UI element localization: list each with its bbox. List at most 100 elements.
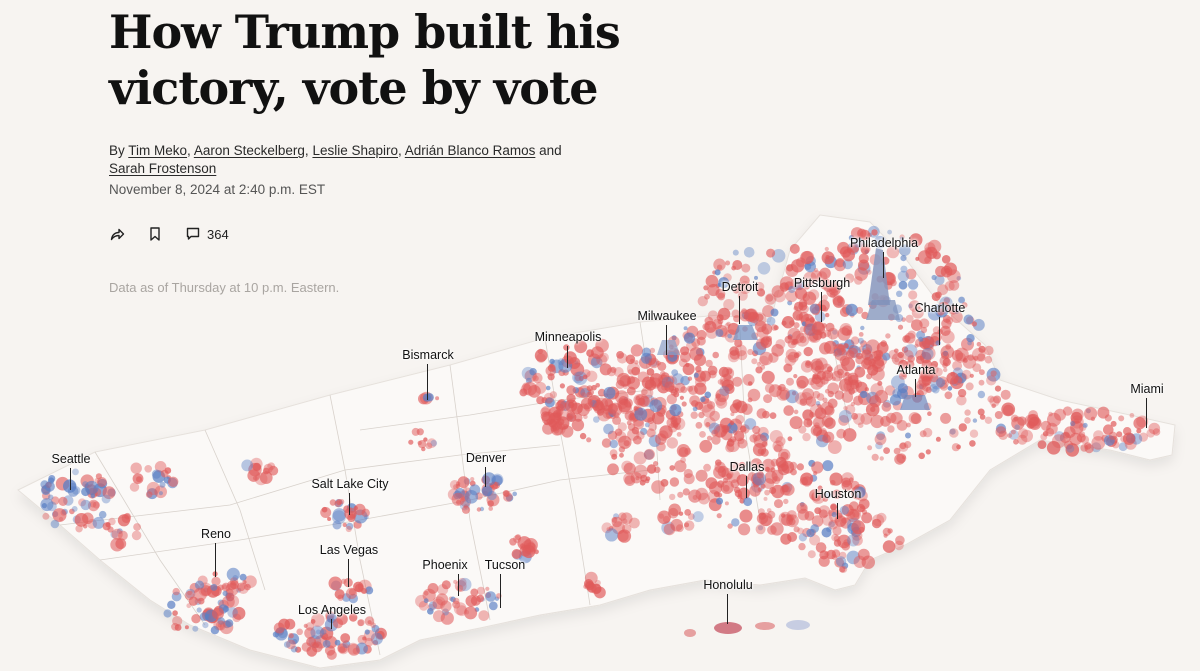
vote-dot [210, 583, 218, 591]
city-label-miami: Miami [1130, 382, 1164, 396]
vote-dot [799, 326, 807, 333]
vote-dot [549, 391, 558, 399]
vote-dot [771, 324, 778, 331]
vote-dot [614, 428, 623, 436]
vote-dot [929, 384, 938, 393]
vote-dot [567, 415, 573, 421]
vote-dot [1028, 410, 1039, 421]
vote-dot [342, 522, 347, 528]
vote-dot [838, 415, 849, 426]
vote-dot [737, 350, 748, 361]
city-label-las-vegas: Las Vegas [319, 543, 379, 557]
vote-dot [58, 496, 68, 506]
vote-dot [869, 395, 882, 408]
vote-dot [830, 504, 837, 511]
vote-dot [767, 525, 777, 535]
vote-dot [453, 579, 458, 584]
vote-dot [811, 461, 824, 474]
vote-dot [546, 418, 553, 425]
vote-dot [1152, 428, 1161, 436]
vote-dot [705, 422, 711, 427]
vote-dot [597, 408, 611, 422]
share-button[interactable] [109, 224, 125, 244]
city-leader-seattle [70, 468, 72, 490]
vote-dot [193, 587, 207, 602]
comments-button[interactable]: 364 [185, 224, 229, 244]
vote-dot [1048, 411, 1053, 417]
vote-dot [956, 276, 962, 281]
city-label-pittsburgh: Pittsburgh [793, 276, 851, 290]
vote-dot [726, 473, 732, 479]
vote-dot [222, 590, 228, 597]
vote-dot [488, 601, 498, 611]
vote-dot [731, 518, 740, 527]
vote-dot [464, 490, 479, 504]
author-link-leslie-shapiro[interactable]: Leslie Shapiro [312, 143, 398, 158]
vote-dot [1062, 406, 1073, 416]
vote-dot [1018, 428, 1029, 439]
vote-dot [871, 229, 878, 236]
vote-dot [766, 508, 772, 513]
vote-dot [107, 526, 114, 533]
author-link-aaron-steckelberg[interactable]: Aaron Steckelberg [193, 143, 305, 158]
vote-dot [130, 462, 142, 474]
city-leader-houston [837, 503, 839, 519]
vote-dot [917, 250, 932, 264]
vote-dot [941, 254, 951, 264]
vote-dot [110, 530, 119, 539]
vote-dot [171, 622, 179, 631]
vote-dot [854, 267, 868, 281]
vote-dot [470, 588, 479, 597]
vote-dot [736, 474, 749, 487]
vote-dot [723, 299, 735, 311]
vote-dot [607, 430, 618, 440]
vote-dot [599, 352, 609, 363]
vote-dot [703, 285, 709, 291]
author-link-adrian-blanco-ramos[interactable]: Adrián Blanco Ramos [404, 143, 536, 158]
vote-dot [347, 642, 360, 655]
vote-dot [824, 246, 829, 252]
vote-dot [799, 336, 807, 344]
vote-dot [455, 483, 461, 489]
vote-dot [633, 451, 647, 465]
vote-dot [428, 601, 438, 610]
vote-dot [821, 415, 834, 428]
vote-dot [304, 627, 316, 639]
vote-dot [897, 324, 904, 330]
vote-dot [87, 499, 100, 512]
vote-dot [952, 360, 963, 371]
vote-dot [887, 229, 892, 235]
vote-dot [866, 373, 873, 380]
vote-dot [692, 495, 698, 500]
vote-dot [476, 594, 485, 603]
vote-dot [859, 241, 864, 246]
vote-dot [852, 535, 863, 546]
vote-dot [940, 351, 950, 360]
vote-dot [771, 249, 786, 263]
vote-dot [217, 599, 224, 606]
author-link-sarah-frostenson[interactable]: Sarah Frostenson [109, 161, 217, 176]
vote-dot [986, 375, 997, 386]
author-link-tim-meko[interactable]: Tim Meko [128, 143, 188, 158]
bookmark-button[interactable] [147, 224, 163, 244]
vote-dot [671, 369, 679, 376]
vote-dot [814, 268, 818, 272]
vote-dot [861, 512, 873, 524]
vote-dot [534, 549, 539, 555]
comment-count: 364 [207, 226, 229, 242]
share-icon [110, 228, 125, 241]
vote-dot [709, 410, 720, 422]
vote-dot [509, 538, 517, 546]
vote-dot [969, 429, 979, 438]
vote-dot [322, 640, 331, 648]
vote-dot [349, 613, 358, 622]
vote-dot [634, 360, 639, 365]
vote-dot [553, 410, 561, 418]
vote-dot [605, 528, 619, 542]
vote-dot [766, 316, 776, 326]
vote-dot [1104, 414, 1112, 422]
vote-dot [596, 354, 608, 366]
vote-dot [96, 477, 107, 487]
vote-dot [815, 542, 827, 553]
vote-dot [897, 270, 909, 282]
